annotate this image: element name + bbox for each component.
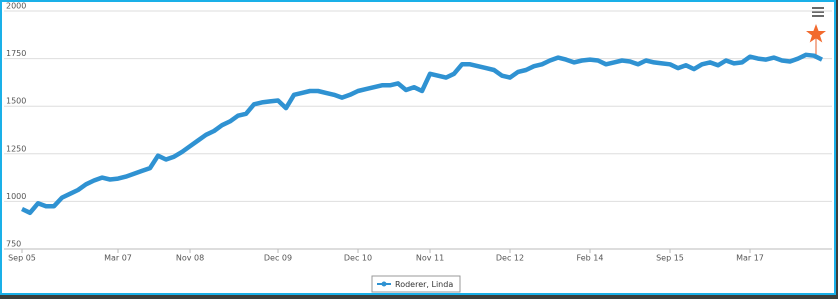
x-tick-label: Dec 12 <box>496 254 524 263</box>
x-tick-label: Nov 11 <box>416 254 444 263</box>
x-tick-label: Sep 15 <box>656 254 684 263</box>
page: 750 1000 1250 1500 1750 2000 Sep 05 Mar 07 Nov 0… <box>0 0 838 295</box>
y-tick-label: 1250 <box>6 144 26 153</box>
y-tick-label: 750 <box>6 240 21 249</box>
y-tick-label: 1750 <box>6 49 26 58</box>
x-tick-label: Mar 07 <box>104 254 132 263</box>
legend-label[interactable]: Roderer, Linda <box>395 280 453 289</box>
y-tick-label: 2000 <box>6 2 26 11</box>
x-tick-label: Sep 05 <box>8 254 36 263</box>
x-tick-label: Dec 09 <box>264 254 292 263</box>
legend-marker <box>382 282 387 287</box>
x-tick-label: Dec 10 <box>344 254 372 263</box>
y-tick-label: 1000 <box>6 192 26 201</box>
x-tick-label: Mar 17 <box>736 254 764 263</box>
x-tick-label: Feb 14 <box>577 254 604 263</box>
chart-panel <box>1 1 835 294</box>
x-tick-label: Nov 08 <box>176 254 204 263</box>
y-tick-label: 1500 <box>6 97 26 106</box>
chart: 750 1000 1250 1500 1750 2000 Sep 05 Mar 07 Nov 0… <box>0 0 838 295</box>
